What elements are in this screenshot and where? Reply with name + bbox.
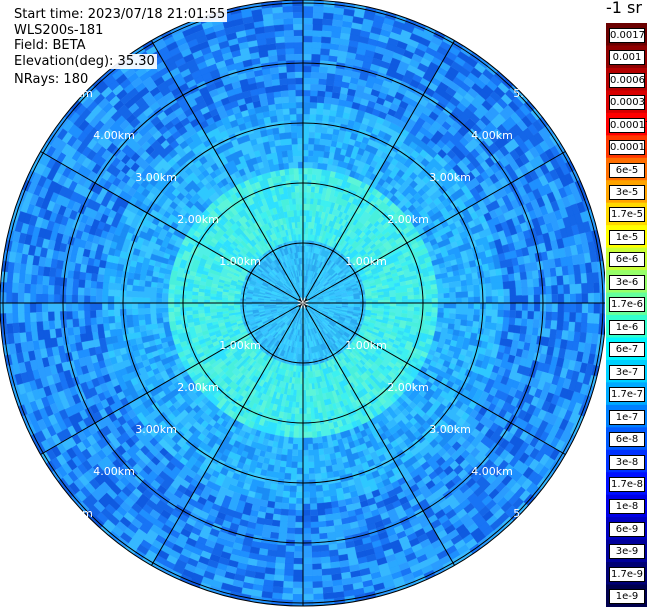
colorbar-tick-label: 6e-6 [609,252,645,268]
colorbar-tick-label: 0.0001 [609,140,645,155]
colorbar-tick-label: 0.001 [609,50,645,66]
center-marker [300,297,304,304]
range-ring-label: 2.00km [387,213,429,226]
colorbar-tick-label: 1.7e-9 [609,566,645,582]
range-ring-label: 2.00km [177,213,219,226]
range-ring-label: 4.00km [471,465,513,478]
colorbar-tick-label: 3e-5 [609,185,645,200]
range-ring-label: 5.00km [51,87,93,100]
range-ring-label: 4.00km [471,129,513,142]
field-text: Field: BETA [12,38,88,53]
range-ring-label: 4.00km [93,465,135,478]
beta-cell-group [169,167,438,438]
colorbar-tick-label: 3e-9 [609,544,645,560]
range-ring-label: 5.00km [51,507,93,520]
azimuth-spoke [302,302,566,455]
range-ring-label: 1.00km [345,255,387,268]
azimuth-spoke [302,40,455,304]
range-ring-label: 1.00km [345,339,387,352]
colorbar-tick-label: 0.0017 [609,27,645,43]
range-ring-label: 2.00km [177,381,219,394]
instrument-id-text: WLS200s-181 [12,23,106,38]
ppi-plot: 1.00km 1.00km 1.00km 1.00km 2.00km 2.00km 2.00… [0,0,605,607]
colorbar-tick-label: 1e-7 [609,409,645,425]
range-ring-label: 5.00km [513,507,555,520]
colorbar-tick-label: 1e-6 [609,319,645,335]
elevation-text: Elevation(deg): 35.30 [12,54,157,69]
start-time-text: Start time: 2023/07/18 21:01:55 [12,7,228,22]
range-ring-label: 5.00km [513,87,555,100]
range-ring-label: 3.00km [135,171,177,184]
beta-field-cells [0,0,605,606]
range-ring-labels: 1.00km 1.00km 1.00km 1.00km 2.00km 2.00km 2.00… [51,87,555,520]
colorbar-tick-label: 1e-5 [609,229,645,245]
range-ring-label: 1.00km [219,255,261,268]
range-ring-label: 3.00km [135,423,177,436]
colorbar-tick-label: 3e-6 [609,274,645,290]
colorbar-tick-label: 3e-7 [609,364,645,380]
range-ring-label: 2.00km [387,381,429,394]
colorbar-tick-label: 6e-9 [609,521,645,537]
colorbar-tick-label: 1.7e-7 [609,387,645,403]
range-ring-label: 3.00km [429,423,471,436]
azimuth-spoke [151,40,304,304]
range-ring-label: 4.00km [93,129,135,142]
azimuth-spoke [302,302,455,566]
range-ring-label: 3.00km [429,171,471,184]
beta-cell-group [239,240,367,366]
azimuth-spoke [302,151,566,304]
azimuth-spokes [0,0,605,606]
colorbar-tick-label: 0.0003 [609,95,645,111]
colorbar-tick-label: 0.0006 [609,72,645,88]
range-ring-label: 1.00km [219,339,261,352]
colorbar-tick-label: 6e-5 [609,162,645,178]
colorbar-tick-label: 3e-8 [609,454,645,470]
azimuth-spoke [40,302,304,455]
colorbar-unit: -1 sr [606,0,642,17]
azimuth-spoke [40,151,304,304]
colorbar-tick-label: 1.7e-8 [609,477,645,492]
azimuth-spoke [151,302,304,566]
colorbar-tick-label: 1.7e-6 [609,297,645,313]
colorbar-tick-label: 1e-8 [609,499,645,515]
colorbar-tick-label: 6e-7 [609,342,645,358]
colorbar-tick-label: 0.00017 [609,117,647,133]
colorbar-tick-label: 6e-8 [609,432,645,447]
colorbar-tick-label: 1e-9 [609,589,645,605]
nrays-text: NRays: 180 [12,72,91,87]
colorbar-tick-label: 1.7e-5 [609,207,645,223]
